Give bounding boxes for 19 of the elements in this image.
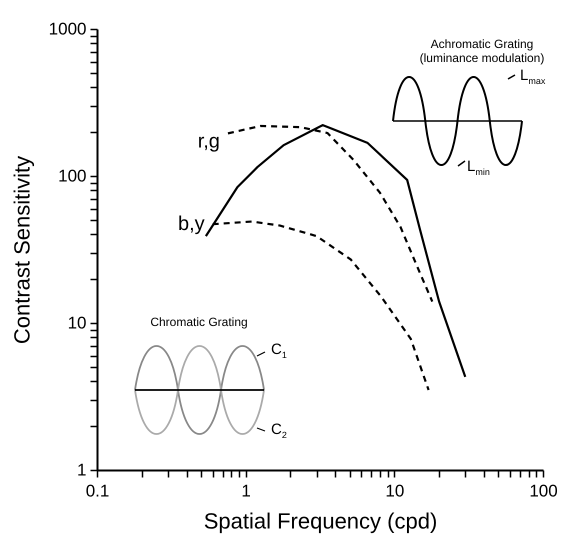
y-axis-title: Contrast Sensitivity bbox=[10, 156, 35, 344]
series-label: r,g bbox=[198, 130, 220, 152]
x-tick-label: 1 bbox=[241, 482, 251, 500]
annotation: L$_{min}$ bbox=[467, 158, 490, 179]
y-tick-label: 1000 bbox=[48, 20, 86, 38]
annotation: L$_{max}$ bbox=[520, 67, 546, 88]
annotation: (luminance modulation) bbox=[418, 51, 546, 65]
x-tick-label: 10 bbox=[385, 482, 404, 500]
annotation: Chromatic Grating bbox=[149, 315, 249, 329]
x-tick-label: 0.1 bbox=[86, 482, 110, 500]
x-axis-title: Spatial Frequency (cpd) bbox=[204, 508, 438, 534]
x-tick-label: 100 bbox=[529, 482, 558, 500]
annotation: Achromatic Grating bbox=[430, 37, 534, 51]
annotation: C$_{2}$ bbox=[271, 421, 287, 442]
y-tick-label: 1 bbox=[77, 460, 86, 480]
series-label: b,y bbox=[178, 213, 205, 236]
y-tick-label: 10 bbox=[68, 314, 86, 332]
y-tick-label: 100 bbox=[58, 166, 86, 186]
annotation: C$_{1}$ bbox=[271, 341, 287, 362]
